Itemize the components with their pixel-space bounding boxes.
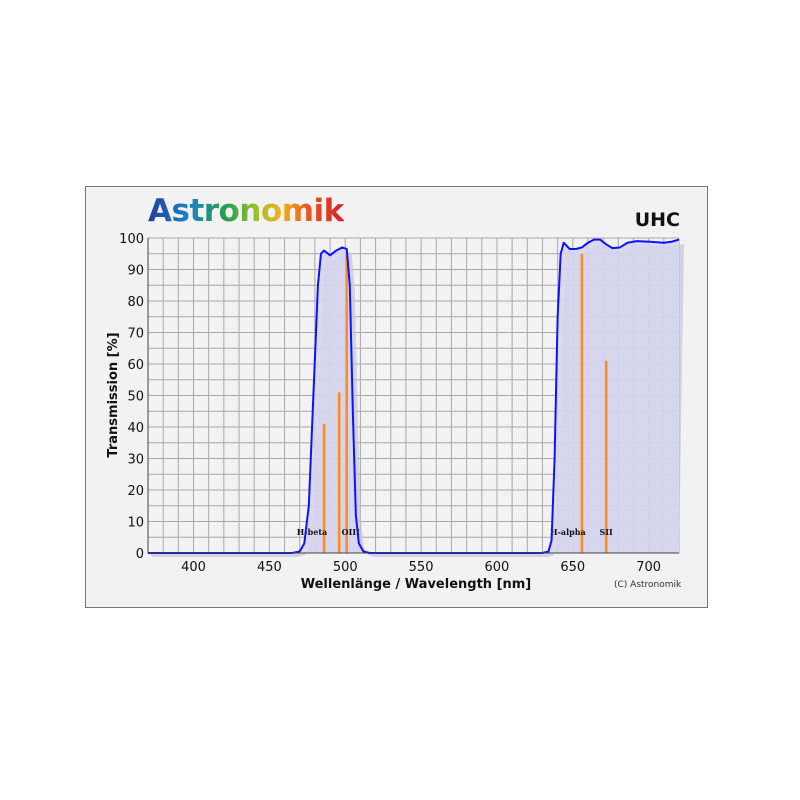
x-tick-label: 500: [333, 560, 358, 575]
emission-line-label: H-alpha: [550, 527, 586, 537]
y-tick-label: 40: [127, 421, 144, 436]
transmission-curve: [148, 238, 680, 554]
emission-line-label: H-beta: [297, 527, 327, 537]
y-tick-label: 60: [127, 358, 144, 373]
x-tick-label: 400: [181, 560, 206, 575]
emission-line-label: SII: [600, 527, 614, 537]
x-tick-label: 700: [636, 560, 661, 575]
y-axis-label: Transmission [%]: [106, 332, 121, 457]
y-tick-label: 70: [127, 327, 144, 342]
y-tick-label: 0: [136, 547, 144, 562]
x-axis-label: Wellenlänge / Wavelength [nm]: [301, 577, 532, 592]
x-tick-label: 450: [257, 560, 282, 575]
x-tick-label: 600: [485, 560, 510, 575]
astronomik-logo: Astronomik: [148, 193, 344, 229]
chart-title: UHC: [634, 209, 680, 231]
y-tick-label: 90: [127, 264, 144, 279]
x-tick-label: 550: [409, 560, 434, 575]
x-tick-label: 650: [560, 560, 585, 575]
y-tick-label: 100: [119, 232, 144, 247]
emission-line-label: OIII: [342, 527, 360, 537]
y-tick-label: 10: [127, 516, 144, 531]
copyright: (C) Astronomik: [614, 580, 682, 590]
y-tick-label: 20: [127, 484, 144, 499]
y-tick-label: 80: [127, 295, 144, 310]
y-tick-label: 50: [127, 390, 144, 405]
curve-fill: [148, 239, 679, 553]
y-tick-label: 30: [127, 453, 144, 468]
